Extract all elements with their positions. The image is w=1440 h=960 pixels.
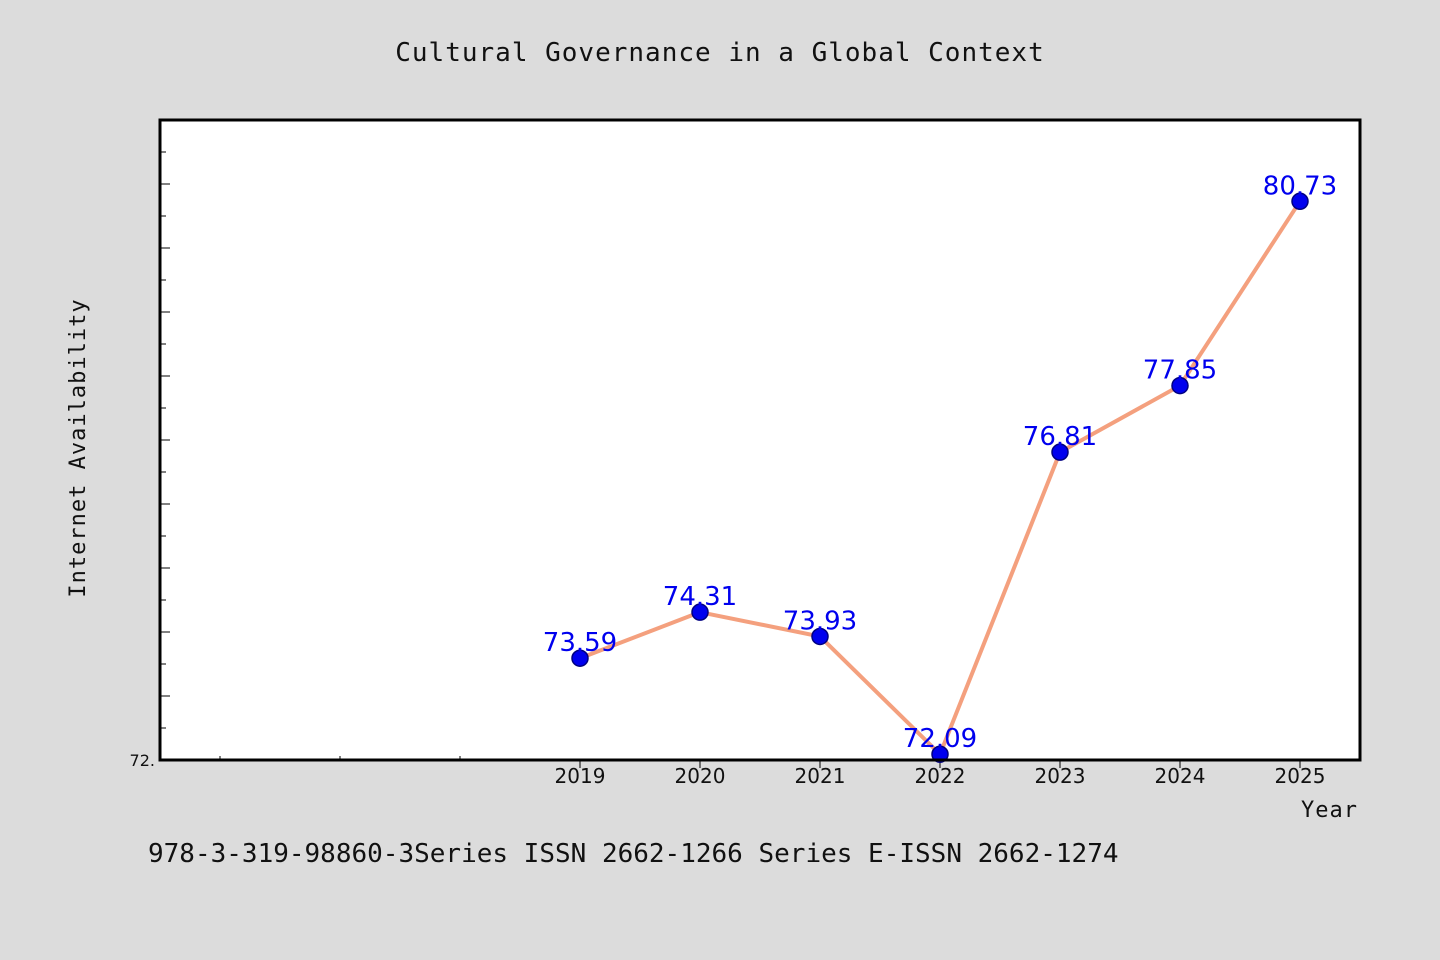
x-tick-label: 2019 <box>555 764 606 788</box>
data-label: 76.81 <box>1023 422 1097 452</box>
data-label: 74.31 <box>663 582 737 612</box>
x-tick-label: 2024 <box>1155 764 1206 788</box>
data-label: 73.93 <box>783 606 857 636</box>
data-point <box>1051 443 1069 461</box>
data-point <box>1171 376 1189 395</box>
plot-background <box>160 120 1360 760</box>
data-label: 80.73 <box>1263 171 1337 201</box>
x-tick-label: 2023 <box>1035 764 1086 788</box>
data-point <box>691 603 709 621</box>
data-point <box>571 649 589 667</box>
x-tick-label: 2021 <box>795 764 846 788</box>
footer-identifiers: 978-3-319-98860-3Series ISSN 2662-1266 S… <box>148 839 1119 869</box>
y-axis-label: Internet Availability <box>66 298 91 597</box>
data-labels-layer: 73.59 74.31 73.93 72.09 76.81 77.85 80.73 <box>543 171 1337 754</box>
plot-frame <box>158 118 1362 762</box>
data-point <box>811 627 829 646</box>
x-axis-label: Year <box>1301 798 1358 823</box>
x-tick-label: 2020 <box>675 764 726 788</box>
data-label: 72.09 <box>903 724 977 754</box>
chart-title: Cultural Governance in a Global Context <box>395 38 1044 68</box>
data-point <box>1291 192 1309 211</box>
y-ticks <box>160 119 170 729</box>
data-points-layer <box>571 192 1309 763</box>
data-label: 73.59 <box>543 628 617 658</box>
x-tick-label: 2022 <box>915 764 966 788</box>
y-tick-label-72: 72. <box>130 751 155 770</box>
data-point <box>931 745 949 763</box>
data-label: 77.85 <box>1143 356 1217 386</box>
x-tick-label: 2025 <box>1275 764 1326 788</box>
x-major-ticks: 2019 2020 2021 2022 2023 2024 2025 <box>555 760 1326 788</box>
